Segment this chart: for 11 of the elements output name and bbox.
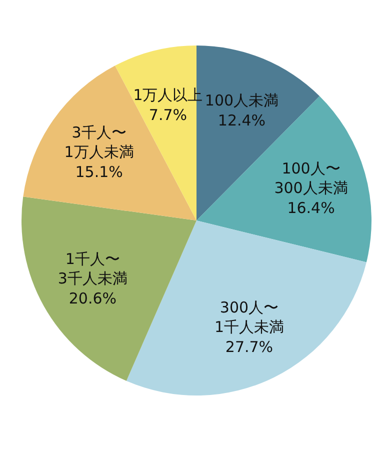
slice-label: 100人〜 300人未満 [274,159,348,198]
slice-label: 100人未満 [204,92,279,110]
data-label: 27.7% [225,338,274,356]
data-label: 7.7% [148,106,188,124]
data-label: 15.1% [75,162,123,181]
data-label: 20.6% [68,290,117,308]
slice-label: 1千人〜 3千人未満 [58,250,128,288]
data-label: 16.4% [287,198,335,217]
data-label: 12.4% [218,111,266,130]
slice-label: 300人〜 1千人未満 [214,298,284,336]
slice-label: 3千人〜 1万人未満 [64,123,134,162]
